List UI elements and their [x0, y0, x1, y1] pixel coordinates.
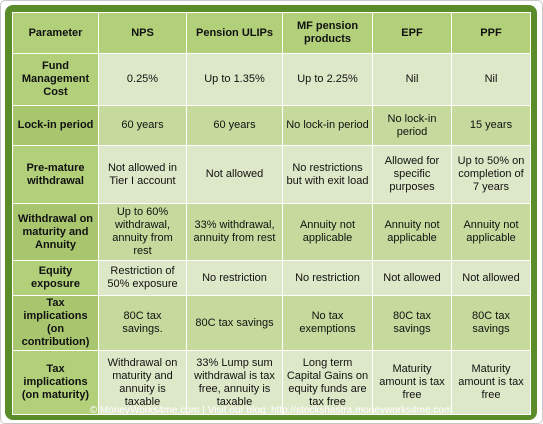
comparison-panel: Parameter NPS Pension ULIPs MF pension p… [5, 5, 537, 420]
table-cell: Not allowed in Tier I account [98, 145, 187, 204]
copyright-text: © MoneyWorks4me.com [89, 405, 200, 416]
row-label: Pre-mature withdrawal [12, 145, 99, 204]
table-row: Lock-in period 60 years 60 years No lock… [12, 105, 531, 146]
table-cell: Up to 50% on completion of 7 years [451, 145, 531, 204]
table-cell: 80C tax savings [451, 295, 531, 351]
table-cell: 60 years [98, 105, 187, 146]
table-cell: Up to 1.35% [186, 53, 283, 106]
table-cell: No restriction [186, 260, 283, 296]
table-cell: Maturity amount is tax free [372, 350, 452, 415]
table-cell: No tax exemptions [282, 295, 373, 351]
header-parameter: Parameter [12, 12, 99, 54]
table-cell: Nil [372, 53, 452, 106]
comparison-table: Parameter NPS Pension ULIPs MF pension p… [12, 12, 531, 415]
table-row: Equity exposure Restriction of 50% expos… [12, 260, 531, 296]
table-cell: Not allowed [451, 260, 531, 296]
table-cell: 80C tax savings [372, 295, 452, 351]
table-cell: Not allowed [372, 260, 452, 296]
table-cell: Up to 2.25% [282, 53, 373, 106]
table-cell: Maturity amount is tax free [451, 350, 531, 415]
table-cell: 33% withdrawal, annuity from rest [186, 203, 283, 261]
table-cell: 33% Lump sum withdrawal is tax free, ann… [186, 350, 283, 415]
table-row: Fund Management Cost 0.25% Up to 1.35% U… [12, 53, 531, 106]
table-cell: No restriction [282, 260, 373, 296]
table-row: Pre-mature withdrawal Not allowed in Tie… [12, 145, 531, 204]
table-row: Tax implications (on contribution) 80C t… [12, 295, 531, 351]
table-row: Withdrawal on maturity and Annuity Up to… [12, 203, 531, 261]
header-epf: EPF [372, 12, 452, 54]
header-ppf: PPF [451, 12, 531, 54]
table-cell: Allowed for specific purposes [372, 145, 452, 204]
row-label: Equity exposure [12, 260, 99, 296]
footer-separator: | [202, 405, 205, 416]
row-label: Withdrawal on maturity and Annuity [12, 203, 99, 261]
row-label: Lock-in period [12, 105, 99, 146]
table-cell: Withdrawal on maturity and annuity is ta… [98, 350, 187, 415]
table-cell: Annuity not applicable [282, 203, 373, 261]
row-label: Tax implications (on contribution) [12, 295, 99, 351]
header-pension-ulips: Pension ULIPs [186, 12, 283, 54]
table-cell: Annuity not applicable [451, 203, 531, 261]
table-cell: Not allowed [186, 145, 283, 204]
table-cell: Annuity not applicable [372, 203, 452, 261]
table-cell: No lock-in period [372, 105, 452, 146]
table-cell: No lock-in period [282, 105, 373, 146]
table-cell: Nil [451, 53, 531, 106]
blog-link-text: Visit our blog: http://stockshastra.mone… [207, 405, 453, 416]
table-row: Tax implications (on maturity) Withdrawa… [12, 350, 531, 415]
table-cell: 15 years [451, 105, 531, 146]
table-cell: No restrictions but with exit load [282, 145, 373, 204]
row-label: Fund Management Cost [12, 53, 99, 106]
table-cell: 80C tax savings. [98, 295, 187, 351]
header-mf-pension: MF pension products [282, 12, 373, 54]
table-cell: 0.25% [98, 53, 187, 106]
table-header: Parameter NPS Pension ULIPs MF pension p… [12, 12, 531, 54]
table-cell: Restriction of 50% exposure [98, 260, 187, 296]
header-row: Parameter NPS Pension ULIPs MF pension p… [12, 12, 531, 54]
table-cell: 60 years [186, 105, 283, 146]
row-label: Tax implications (on maturity) [12, 350, 99, 415]
header-nps: NPS [98, 12, 187, 54]
table-cell: Long term Capital Gains on equity funds … [282, 350, 373, 415]
table-body: Fund Management Cost 0.25% Up to 1.35% U… [12, 53, 531, 415]
table-cell: 80C tax savings [186, 295, 283, 351]
footer-credit: © MoneyWorks4me.com | Visit our blog: http… [5, 405, 537, 417]
table-cell: Up to 60% withdrawal, annuity from rest [98, 203, 187, 261]
